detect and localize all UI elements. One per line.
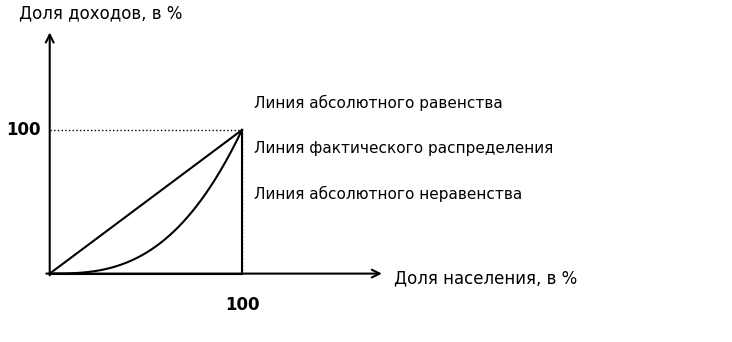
- Text: Линия фактического распределения: Линия фактического распределения: [255, 141, 553, 156]
- Text: 100: 100: [6, 121, 40, 139]
- Text: Линия абсолютного равенства: Линия абсолютного равенства: [255, 94, 503, 111]
- Text: Доля доходов, в %: Доля доходов, в %: [19, 4, 182, 23]
- Text: 100: 100: [225, 297, 259, 314]
- Text: Линия абсолютного неравенства: Линия абсолютного неравенства: [255, 186, 523, 202]
- Text: Доля населения, в %: Доля населения, в %: [394, 269, 578, 287]
